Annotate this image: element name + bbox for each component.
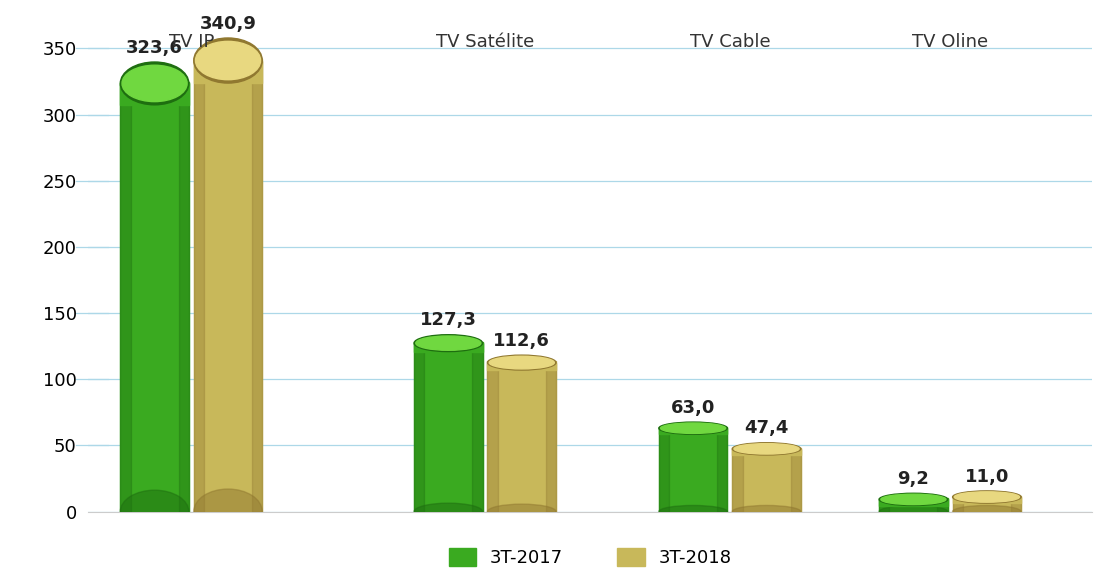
Ellipse shape: [879, 493, 948, 506]
Bar: [659, 428, 728, 512]
Bar: [791, 449, 801, 512]
Bar: [879, 498, 948, 506]
Ellipse shape: [122, 65, 187, 102]
Ellipse shape: [952, 506, 1021, 517]
Legend: 3T-2017, 3T-2018: 3T-2017, 3T-2018: [439, 539, 741, 576]
Ellipse shape: [194, 38, 262, 83]
Text: 323,6: 323,6: [126, 39, 182, 56]
Ellipse shape: [734, 444, 800, 454]
Bar: [194, 61, 204, 512]
Bar: [488, 363, 556, 512]
Bar: [732, 449, 742, 512]
Text: 340,9: 340,9: [199, 15, 257, 33]
Bar: [252, 61, 262, 512]
Bar: [194, 59, 262, 83]
Ellipse shape: [954, 492, 1020, 502]
Text: TV Cable: TV Cable: [689, 32, 770, 51]
Ellipse shape: [488, 355, 556, 370]
Ellipse shape: [414, 335, 482, 352]
Ellipse shape: [121, 62, 189, 105]
Bar: [659, 427, 728, 435]
Text: 112,6: 112,6: [493, 332, 550, 350]
Text: TV Oline: TV Oline: [912, 32, 988, 51]
Bar: [732, 447, 801, 455]
Bar: [545, 363, 556, 512]
Bar: [938, 499, 948, 512]
Ellipse shape: [488, 504, 556, 519]
Ellipse shape: [660, 423, 726, 433]
Bar: [732, 449, 801, 512]
Text: 11,0: 11,0: [964, 467, 1009, 486]
Bar: [414, 342, 482, 352]
Text: 63,0: 63,0: [671, 399, 716, 417]
Bar: [194, 61, 262, 512]
Bar: [472, 343, 482, 512]
Text: 47,4: 47,4: [744, 419, 789, 437]
Ellipse shape: [879, 506, 948, 517]
Bar: [414, 343, 425, 512]
Bar: [488, 363, 498, 512]
Ellipse shape: [659, 422, 728, 435]
Bar: [717, 428, 728, 512]
Bar: [879, 499, 948, 512]
Ellipse shape: [732, 443, 801, 455]
Ellipse shape: [732, 506, 801, 517]
Bar: [952, 497, 963, 512]
Ellipse shape: [659, 506, 728, 517]
Ellipse shape: [416, 336, 481, 350]
Text: TV IP: TV IP: [168, 32, 213, 51]
Text: TV Satélite: TV Satélite: [436, 32, 534, 51]
Bar: [414, 343, 482, 512]
Ellipse shape: [489, 356, 554, 369]
Ellipse shape: [880, 494, 946, 505]
Bar: [879, 499, 889, 512]
Bar: [121, 83, 189, 512]
Bar: [178, 83, 189, 512]
Bar: [952, 497, 1021, 512]
Bar: [121, 83, 131, 512]
Bar: [121, 82, 189, 105]
Bar: [659, 428, 669, 512]
Ellipse shape: [952, 491, 1021, 503]
Text: 127,3: 127,3: [420, 312, 477, 329]
Ellipse shape: [194, 489, 262, 534]
Bar: [952, 496, 1021, 503]
Bar: [1011, 497, 1021, 512]
Bar: [488, 361, 556, 370]
Text: 9,2: 9,2: [897, 470, 929, 488]
Ellipse shape: [414, 503, 482, 520]
Ellipse shape: [196, 41, 261, 80]
Ellipse shape: [121, 490, 189, 533]
